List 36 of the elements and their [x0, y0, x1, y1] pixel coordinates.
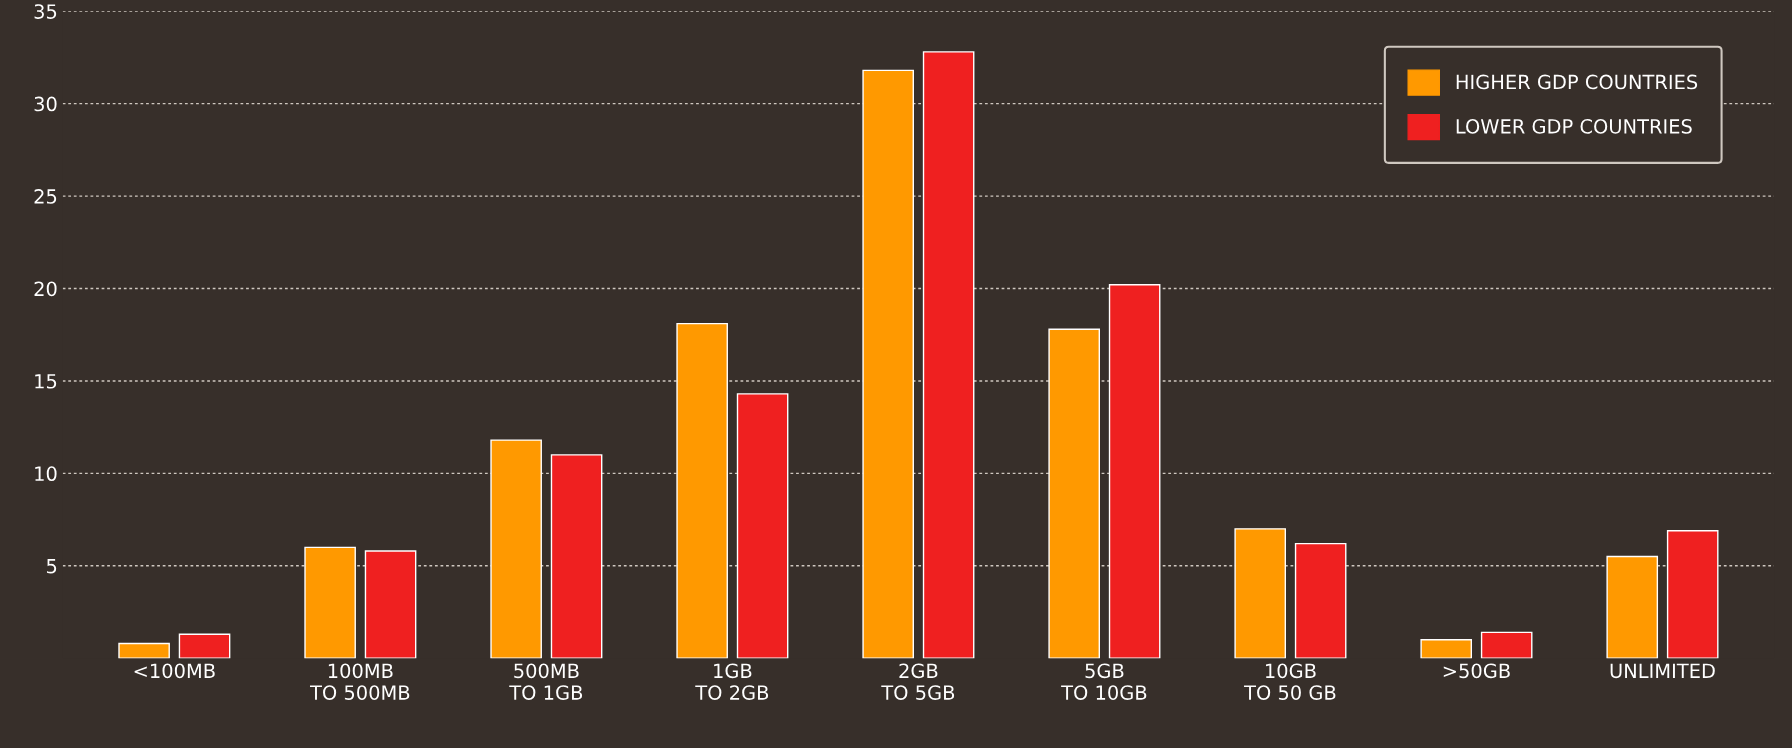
bar [1108, 284, 1161, 659]
x-tick-label: 2GB TO 5GB [881, 663, 955, 700]
x-tick-label: >50GB [1443, 663, 1510, 679]
x-tick-label: 500MB TO 1GB [509, 663, 583, 700]
bar [676, 322, 728, 659]
bar [364, 550, 417, 659]
y-tick-label: 25 [34, 189, 57, 204]
y-tick-label: 15 [35, 374, 57, 389]
bar [118, 642, 170, 659]
y-tick-label: 35 [34, 4, 57, 19]
bar [178, 633, 231, 659]
bar [1480, 631, 1533, 659]
bar [550, 454, 603, 659]
bar [1666, 529, 1719, 659]
bar [1048, 328, 1100, 659]
bar [304, 546, 356, 659]
y-tick-label: 30 [34, 96, 57, 112]
bar [922, 51, 975, 659]
legend-label: HIGHER GDP COUNTRIES [1456, 74, 1698, 90]
bar [736, 393, 789, 659]
x-tick-label: 100MB TO 500MB [309, 663, 410, 700]
x-tick-label: UNLIMITED [1610, 663, 1715, 679]
y-tick-label: 5 [46, 559, 57, 574]
x-tick-label: 1GB TO 2GB [695, 663, 769, 700]
bar [1234, 528, 1287, 659]
bar [862, 69, 914, 659]
bar [1294, 542, 1347, 659]
legend-label: LOWER GDP COUNTRIES [1456, 119, 1692, 134]
x-tick-label: <100MB [134, 663, 215, 679]
x-tick-label: 5GB TO 10GB [1061, 663, 1147, 700]
x-tick-label: 10GB TO 50 GB [1244, 663, 1336, 700]
bar [1420, 639, 1473, 659]
bar [1606, 555, 1659, 659]
y-tick-label: 20 [34, 281, 57, 297]
y-tick-label: 10 [35, 466, 57, 482]
bar [490, 439, 542, 659]
